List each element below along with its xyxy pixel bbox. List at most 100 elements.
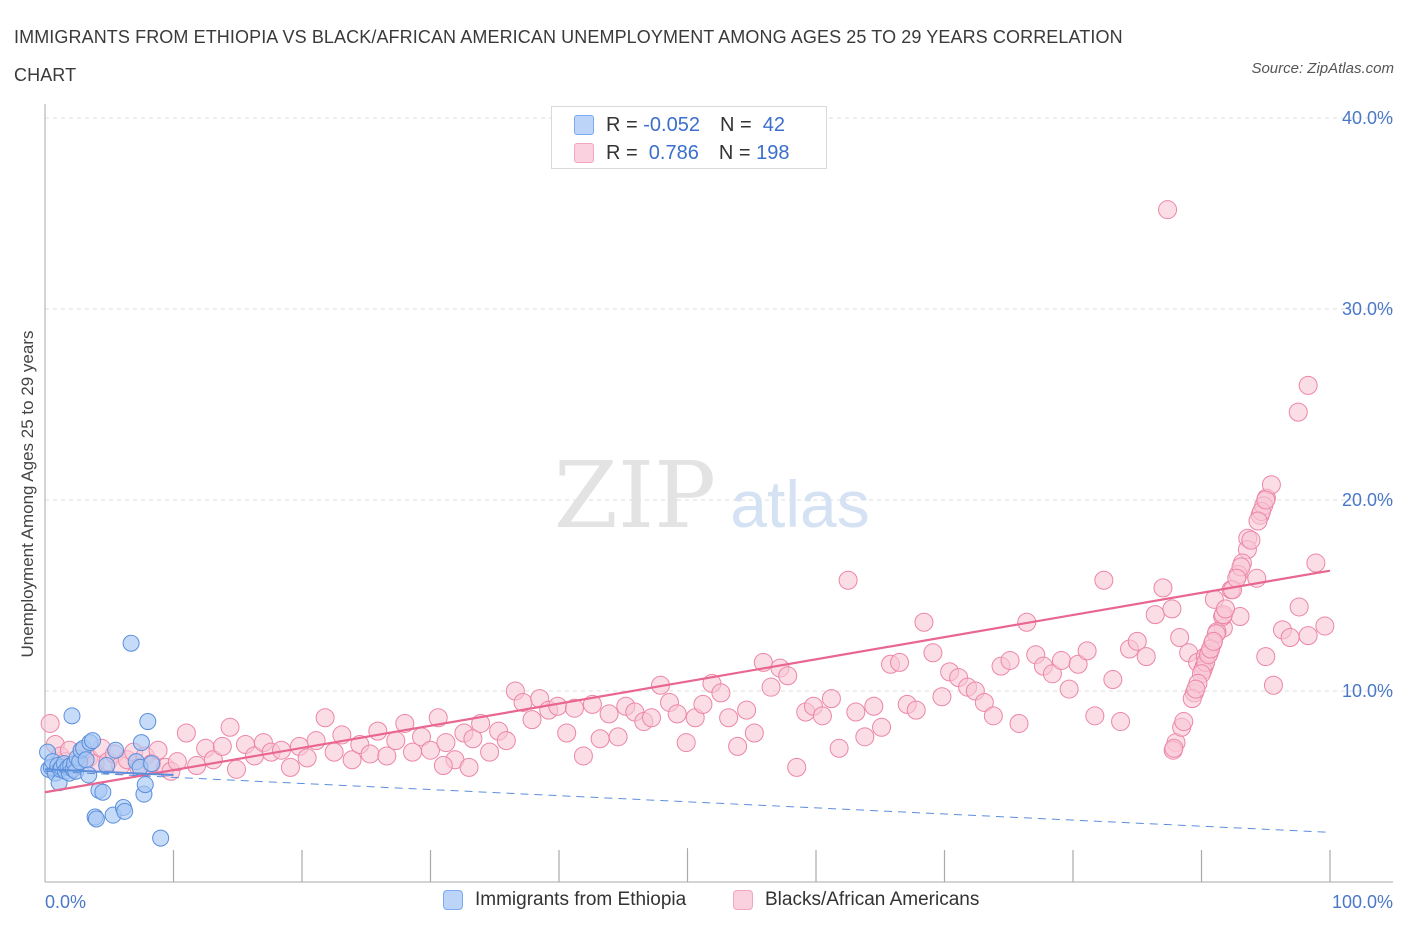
point-black-african-american	[983, 706, 1003, 726]
point-black-african-american	[778, 666, 798, 686]
point-ethiopia	[98, 756, 116, 774]
point-black-african-american	[342, 750, 362, 770]
point-black-african-american	[608, 727, 628, 747]
point-black-african-american	[711, 683, 731, 703]
point-black-african-american	[787, 757, 807, 777]
point-black-african-american	[1094, 570, 1114, 590]
point-black-african-american	[377, 746, 397, 766]
point-ethiopia	[152, 829, 170, 847]
point-black-african-american	[226, 759, 246, 779]
point-black-african-american	[744, 723, 764, 743]
trendline-ethiopia-solid	[44, 768, 174, 777]
point-black-african-american	[1164, 738, 1184, 758]
point-ethiopia	[107, 741, 125, 759]
point-ethiopia	[63, 707, 81, 725]
legend-row-black: R = 0.786 N = 198	[574, 139, 789, 167]
legend-swatch-pink	[574, 143, 594, 163]
point-black-african-american	[932, 687, 952, 707]
point-black-african-american	[315, 708, 335, 728]
point-black-african-american	[1162, 599, 1182, 619]
point-black-african-american	[436, 733, 456, 753]
point-black-african-american	[1127, 631, 1147, 651]
point-black-african-american	[890, 652, 910, 672]
legend-r-label: R =	[606, 113, 644, 136]
point-black-african-american	[737, 700, 757, 720]
legend-row-ethiopia: R = -0.052 N = 42	[574, 111, 785, 139]
point-black-african-american	[1085, 706, 1105, 726]
point-ethiopia	[139, 713, 157, 731]
watermark-zip: ZIP	[554, 442, 716, 549]
point-black-african-american	[395, 713, 415, 733]
point-black-african-american	[368, 721, 388, 741]
legend-swatch-pink	[733, 890, 753, 910]
legend-swatch-blue	[574, 115, 594, 135]
point-ethiopia	[80, 766, 98, 784]
point-black-african-american	[599, 704, 619, 724]
legend-n-label: N =	[718, 141, 757, 164]
point-black-african-american	[1315, 616, 1335, 636]
point-black-african-american	[573, 746, 593, 766]
point-black-african-american	[1306, 553, 1326, 573]
point-black-african-american	[821, 689, 841, 709]
point-black-african-american	[855, 727, 875, 747]
point-black-african-american	[1288, 402, 1308, 422]
point-black-african-american	[728, 736, 748, 756]
point-black-african-american	[463, 729, 483, 749]
point-black-african-american	[1103, 670, 1123, 690]
point-black-african-american	[212, 736, 232, 756]
point-black-african-american	[1059, 679, 1079, 699]
point-black-african-american	[838, 570, 858, 590]
data-points	[39, 200, 1335, 847]
point-black-african-american	[386, 731, 406, 751]
point-black-african-american	[1145, 605, 1165, 625]
point-black-african-american	[280, 757, 300, 777]
correlation-legend: R = -0.052 N = 42 R = 0.786 N = 198	[551, 106, 827, 169]
point-black-african-american	[1158, 200, 1178, 220]
point-black-african-american	[1170, 628, 1190, 648]
point-black-african-american	[360, 744, 380, 764]
watermark-atlas: atlas	[730, 467, 869, 541]
point-black-african-american	[428, 708, 448, 728]
y-axis-title: Unemployment Among Ages 25 to 29 years	[18, 331, 37, 658]
tick-labels: 10.0% 20.0% 30.0% 40.0% 0.0% 100.0%	[45, 108, 1393, 912]
point-black-african-american	[667, 704, 687, 724]
axes	[44, 104, 1393, 883]
point-black-african-american	[1051, 650, 1071, 670]
point-black-african-american	[1009, 713, 1029, 733]
point-black-african-american	[1000, 650, 1020, 670]
point-black-african-american	[974, 692, 994, 712]
point-black-african-american	[642, 708, 662, 728]
legend-n-value: 198	[756, 141, 790, 164]
point-ethiopia	[84, 732, 102, 750]
y-tick-label: 10.0%	[1342, 681, 1393, 701]
point-ethiopia	[87, 810, 105, 828]
point-black-african-american	[914, 612, 934, 632]
point-black-african-american	[1263, 675, 1283, 695]
point-black-african-american	[1042, 664, 1062, 684]
legend-item-ethiopia[interactable]: Immigrants from Ethiopia	[443, 889, 686, 911]
point-black-african-american	[297, 748, 317, 768]
point-black-african-american	[220, 717, 240, 737]
point-black-african-american	[1298, 375, 1318, 395]
y-tick-label: 40.0%	[1342, 108, 1393, 128]
point-black-african-american	[433, 755, 453, 775]
point-black-african-american	[1136, 647, 1156, 667]
point-black-african-american	[459, 757, 479, 777]
point-black-african-american	[564, 698, 584, 718]
point-black-african-american	[557, 723, 577, 743]
point-ethiopia	[122, 634, 140, 652]
point-black-african-american	[693, 694, 713, 714]
legend-item-black[interactable]: Blacks/African Americans	[733, 889, 979, 911]
grid-lines	[45, 117, 1393, 692]
point-black-african-american	[167, 752, 187, 772]
point-black-african-american	[872, 717, 892, 737]
point-ethiopia	[116, 802, 134, 820]
legend-n-value: 42	[757, 113, 786, 136]
point-ethiopia	[136, 776, 154, 794]
point-ethiopia	[77, 751, 95, 769]
legend-n-label: N =	[719, 113, 758, 136]
point-black-african-american	[1248, 511, 1268, 531]
point-black-african-american	[829, 738, 849, 758]
legend-swatch-blue	[443, 890, 463, 910]
point-black-african-american	[1153, 578, 1173, 598]
